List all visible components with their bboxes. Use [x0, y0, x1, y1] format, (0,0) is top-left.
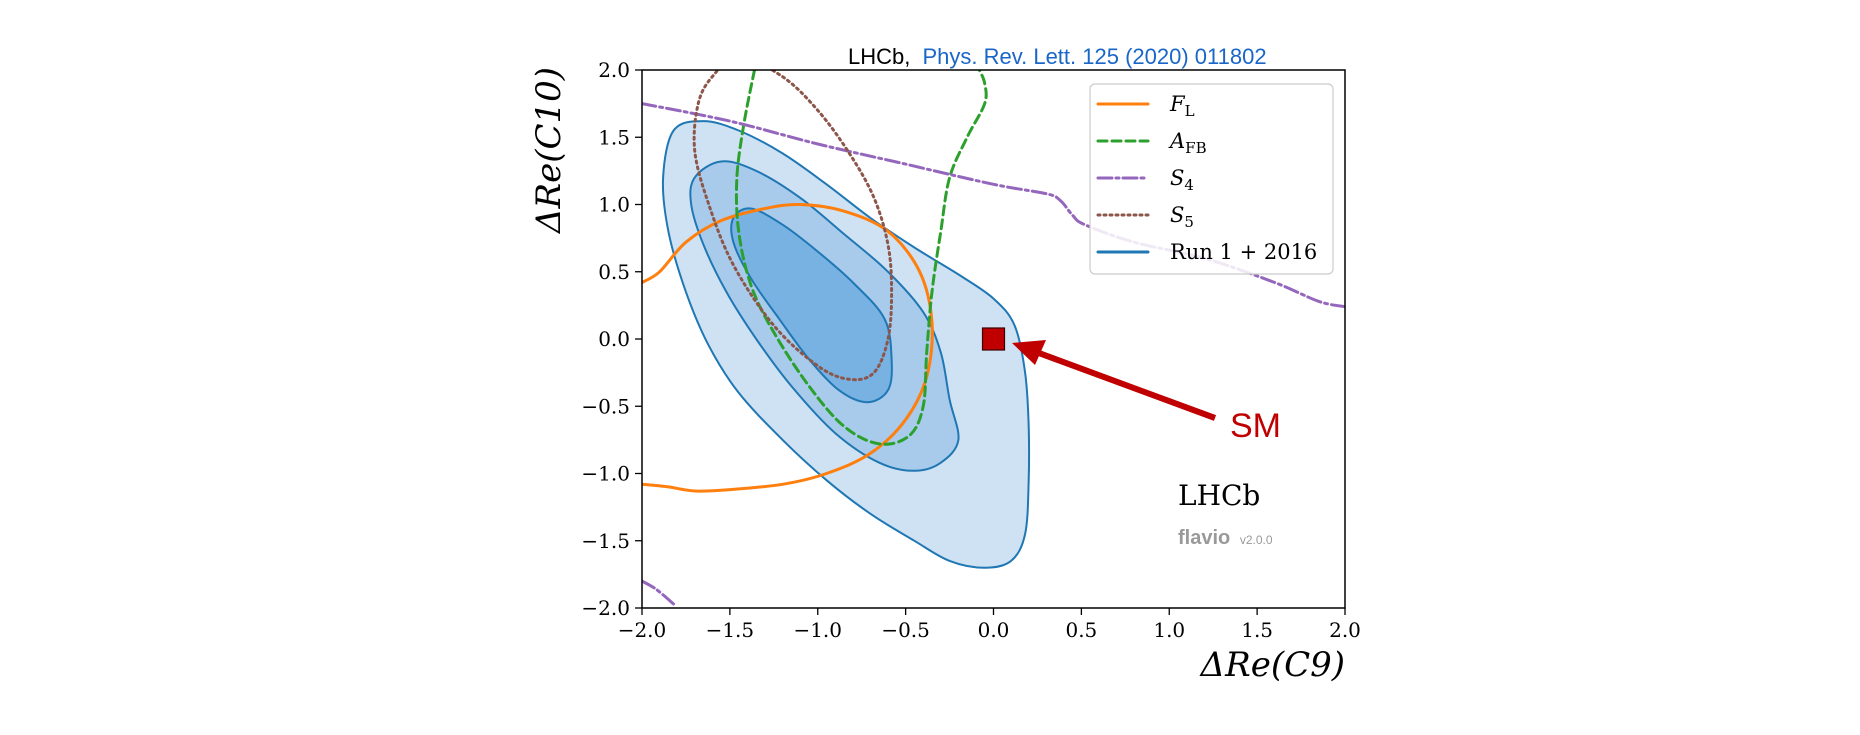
line-s5	[692, 70, 894, 382]
tick-layer: −2.0 −1.5 −1.0 −0.5 0.0 0.5 1.0 1.5 2.0 −2.0 −1.5 −…	[581, 58, 1360, 642]
y-tick-label: −2.0	[581, 596, 630, 620]
legend-label-s4: S4	[1170, 166, 1194, 194]
y-tick-label: 0.0	[598, 327, 630, 351]
x-tick-label: 1.5	[1241, 618, 1273, 642]
sm-arrow-head	[1012, 340, 1046, 365]
x-axis-label: ΔRe(C9)	[1199, 645, 1345, 685]
citation-link[interactable]: Phys. Rev. Lett. 125 (2020) 011802	[922, 44, 1266, 69]
legend-box	[1089, 83, 1334, 275]
contour-layer	[642, 70, 1345, 606]
x-tick-label: −2.0	[618, 618, 667, 642]
line-s4-lower	[642, 579, 676, 606]
x-tick-label: 1.0	[1153, 618, 1185, 642]
x-tick-label: −1.5	[706, 618, 755, 642]
x-tick-label: −1.0	[793, 618, 842, 642]
line-fl	[642, 202, 934, 493]
contour-run-1-2016-inner-1	[730, 207, 893, 404]
sm-arrow	[1023, 346, 1217, 421]
legend: FL AFB S4 S5 Run 1 + 2016	[1089, 83, 1334, 275]
sm-label: SM	[1230, 407, 1281, 445]
x-tick-label: −0.5	[881, 618, 930, 642]
x-tick-label: 0.5	[1065, 618, 1097, 642]
legend-label-s5: S5	[1170, 203, 1194, 231]
line-s4-upper	[642, 102, 1345, 309]
y-tick-label: −1.0	[581, 462, 630, 486]
sm-group: SM	[981, 327, 1281, 445]
legend-label-run1: Run 1 + 2016	[1170, 240, 1317, 264]
legend-label-fl: FL	[1169, 92, 1195, 120]
experiment-label: LHCb	[1178, 479, 1260, 512]
y-tick-label: 2.0	[598, 58, 630, 82]
line-afb	[734, 70, 988, 446]
y-tick-label: 1.5	[598, 125, 630, 149]
y-tick-label: −1.5	[581, 529, 630, 553]
y-tick-label: 1.0	[598, 193, 630, 217]
y-axis-label: ΔRe(C10)	[529, 67, 569, 235]
x-tick-label: 0.0	[978, 618, 1010, 642]
y-tick-label: −0.5	[581, 394, 630, 418]
sm-point-marker	[981, 327, 1006, 351]
citation-text: LHCb, Phys. Rev. Lett. 125 (2020) 011802	[848, 44, 1267, 69]
flavio-name: flavio	[1178, 527, 1230, 549]
flavio-version: v2.0.0	[1240, 533, 1273, 547]
flavio-logo-text: flavio v2.0.0	[1178, 527, 1273, 549]
legend-label-afb: AFB	[1168, 129, 1207, 157]
citation-prefix: LHCb,	[848, 44, 910, 69]
x-tick-label: 2.0	[1329, 618, 1361, 642]
y-tick-label: 0.5	[598, 260, 630, 284]
